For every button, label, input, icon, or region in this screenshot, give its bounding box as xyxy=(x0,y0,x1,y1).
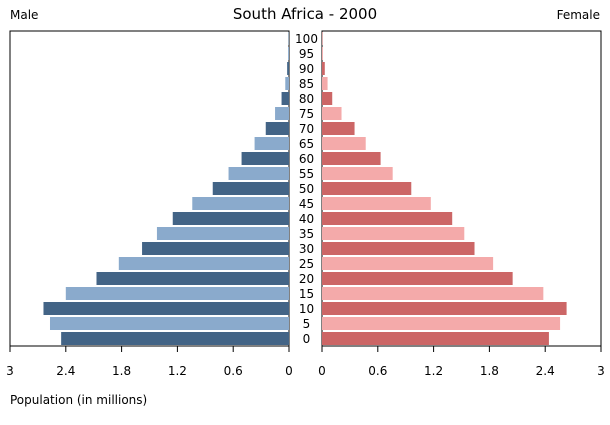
male-bar-55 xyxy=(228,167,289,180)
x-tick-label: 1.8 xyxy=(480,364,499,378)
age-label-70: 70 xyxy=(299,122,314,136)
male-bar-45 xyxy=(192,197,289,210)
x-tick-label: 0.6 xyxy=(368,364,387,378)
male-bar-90 xyxy=(287,62,289,75)
male-bar-85 xyxy=(285,77,289,90)
male-label: Male xyxy=(10,8,39,22)
age-label-95: 95 xyxy=(299,47,314,61)
x-tick-label: 3 xyxy=(597,364,605,378)
male-bar-20 xyxy=(96,272,290,285)
male-bar-60 xyxy=(241,152,289,165)
x-axis-label: Population (in millions) xyxy=(10,393,148,407)
age-label-20: 20 xyxy=(299,272,314,286)
age-label-5: 5 xyxy=(303,317,311,331)
x-tick-label: 3 xyxy=(6,364,14,378)
female-bar-65 xyxy=(322,137,366,150)
female-bar-20 xyxy=(322,272,513,285)
male-bar-75 xyxy=(275,107,289,120)
male-bar-5 xyxy=(49,317,289,330)
x-tick-label: 0.6 xyxy=(224,364,243,378)
female-bar-55 xyxy=(322,167,393,180)
age-label-0: 0 xyxy=(303,332,311,346)
age-label-100: 100 xyxy=(295,32,318,46)
x-tick-label: 1.2 xyxy=(168,364,187,378)
female-bar-25 xyxy=(322,257,494,270)
female-bar-85 xyxy=(322,77,328,90)
age-label-85: 85 xyxy=(299,77,314,91)
x-tick-label: 2.4 xyxy=(56,364,75,378)
female-bar-60 xyxy=(322,152,381,165)
male-bar-70 xyxy=(265,122,289,135)
age-label-75: 75 xyxy=(299,107,314,121)
male-bar-65 xyxy=(254,137,289,150)
male-bar-10 xyxy=(43,302,290,315)
female-bar-45 xyxy=(322,197,431,210)
age-label-60: 60 xyxy=(299,152,314,166)
female-bar-30 xyxy=(322,242,475,255)
x-tick-label: 0 xyxy=(285,364,293,378)
age-label-40: 40 xyxy=(299,212,314,226)
age-label-30: 30 xyxy=(299,242,314,256)
female-bar-70 xyxy=(322,122,355,135)
male-bar-95 xyxy=(288,47,289,60)
x-tick-label: 0 xyxy=(318,364,326,378)
age-label-15: 15 xyxy=(299,287,314,301)
age-label-50: 50 xyxy=(299,182,314,196)
male-bar-80 xyxy=(281,92,289,105)
female-bar-5 xyxy=(322,317,561,330)
age-label-10: 10 xyxy=(299,302,314,316)
age-label-25: 25 xyxy=(299,257,314,271)
female-bar-35 xyxy=(322,227,465,240)
male-bar-35 xyxy=(156,227,289,240)
female-bar-80 xyxy=(322,92,333,105)
age-label-80: 80 xyxy=(299,92,314,106)
x-tick-label: 1.8 xyxy=(112,364,131,378)
male-bar-50 xyxy=(212,182,289,195)
female-bar-10 xyxy=(322,302,567,315)
female-bar-50 xyxy=(322,182,412,195)
female-bar-15 xyxy=(322,287,544,300)
male-bar-30 xyxy=(142,242,289,255)
female-bar-90 xyxy=(322,62,325,75)
age-label-65: 65 xyxy=(299,137,314,151)
female-bar-75 xyxy=(322,107,342,120)
age-label-55: 55 xyxy=(299,167,314,181)
x-tick-label: 2.4 xyxy=(536,364,555,378)
chart-title: South Africa - 2000 xyxy=(232,5,378,23)
male-bar-15 xyxy=(65,287,289,300)
female-label: Female xyxy=(556,8,600,22)
female-bar-40 xyxy=(322,212,453,225)
female-bar-95 xyxy=(322,47,323,60)
male-bar-25 xyxy=(118,257,289,270)
male-bar-0 xyxy=(61,332,290,345)
female-bar-0 xyxy=(322,332,549,345)
male-bar-40 xyxy=(172,212,289,225)
age-label-45: 45 xyxy=(299,197,314,211)
x-tick-label: 1.2 xyxy=(424,364,443,378)
age-label-90: 90 xyxy=(299,62,314,76)
age-label-35: 35 xyxy=(299,227,314,241)
